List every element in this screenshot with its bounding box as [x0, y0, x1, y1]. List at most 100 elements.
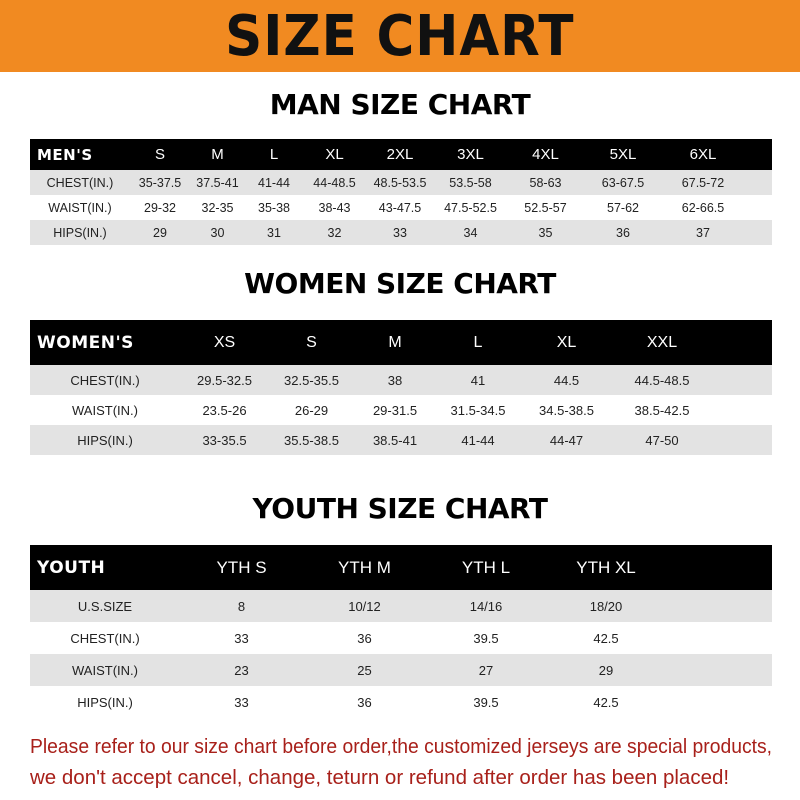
table-cell: 44-47 [520, 425, 613, 455]
row-label: WAIST(IN.) [30, 654, 180, 686]
table-cell: 41 [436, 365, 520, 395]
row-label: YOUTH [30, 545, 180, 590]
table-row: HIPS(IN.) 33-35.5 35.5-38.5 38.5-41 41-44 44-… [30, 425, 772, 455]
table-cell: 35.5-38.5 [269, 425, 354, 455]
table-cell: 23 [180, 654, 303, 686]
notice: Please refer to our size chart before or… [30, 731, 772, 793]
table-cell: 33 [366, 220, 434, 245]
row-label: WOMEN'S [30, 320, 180, 365]
table-cell: 38-43 [303, 195, 366, 220]
table-header-row: WOMEN'S XS S M L XL XXL [30, 320, 772, 365]
table-cell: YTH M [303, 545, 426, 590]
table-cell: 18/20 [546, 590, 666, 622]
table-cell: 35-38 [245, 195, 303, 220]
table-cell: 67.5-72 [662, 170, 744, 195]
table-cell: 32 [303, 220, 366, 245]
table-padding [711, 395, 772, 425]
table-cell: 47-50 [613, 425, 711, 455]
table-padding [711, 320, 772, 365]
row-label: WAIST(IN.) [30, 195, 130, 220]
table-cell: 52.5-57 [507, 195, 584, 220]
table-cell: 39.5 [426, 686, 546, 718]
table-cell: YTH S [180, 545, 303, 590]
women-section-title: WOMEN SIZE CHART [244, 267, 556, 300]
table-padding [744, 220, 772, 245]
table-row: WAIST(IN.) 23 25 27 29 [30, 654, 772, 686]
table-cell: 14/16 [426, 590, 546, 622]
table-cell: 29 [546, 654, 666, 686]
table-row: WAIST(IN.) 29-32 32-35 35-38 38-43 43-47.5 47.… [30, 195, 772, 220]
table-cell: 29-31.5 [354, 395, 436, 425]
row-label: MEN'S [30, 139, 130, 170]
table-cell: 38.5-41 [354, 425, 436, 455]
table-cell: 43-47.5 [366, 195, 434, 220]
notice-line-2-wrap: we don't accept cancel, change, teturn o… [30, 762, 772, 793]
table-cell: 58-63 [507, 170, 584, 195]
table-cell: 30 [190, 220, 245, 245]
table-header-row: YOUTH YTH S YTH M YTH L YTH XL [30, 545, 772, 590]
table-padding [666, 590, 772, 622]
table-cell: L [436, 320, 520, 365]
table-cell: 53.5-58 [434, 170, 507, 195]
table-cell: 8 [180, 590, 303, 622]
table-cell: YTH XL [546, 545, 666, 590]
table-cell: 6XL [662, 139, 744, 170]
table-padding [711, 425, 772, 455]
table-cell: 29.5-32.5 [180, 365, 269, 395]
table-cell: 23.5-26 [180, 395, 269, 425]
notice-line-1-wrap: Please refer to our size chart before or… [30, 731, 772, 762]
table-cell: XL [520, 320, 613, 365]
table-cell: 34 [434, 220, 507, 245]
row-label: CHEST(IN.) [30, 365, 180, 395]
table-cell: 63-67.5 [584, 170, 662, 195]
table-padding [666, 622, 772, 654]
table-cell: 44-48.5 [303, 170, 366, 195]
table-cell: XXL [613, 320, 711, 365]
table-padding [666, 654, 772, 686]
table-row: HIPS(IN.) 33 36 39.5 42.5 [30, 686, 772, 718]
table-cell: 25 [303, 654, 426, 686]
table-cell: 4XL [507, 139, 584, 170]
notice-line-2: we don't accept cancel, change, teturn o… [30, 766, 730, 789]
table-cell: 35-37.5 [130, 170, 190, 195]
banner: SIZE CHART [0, 0, 800, 72]
table-cell: 35 [507, 220, 584, 245]
table-cell: 33 [180, 686, 303, 718]
table-cell: 26-29 [269, 395, 354, 425]
table-padding [666, 545, 772, 590]
table-cell: M [354, 320, 436, 365]
table-cell: S [130, 139, 190, 170]
table-cell: 33 [180, 622, 303, 654]
table-row: CHEST(IN.) 29.5-32.5 32.5-35.5 38 41 44.5 44.5… [30, 365, 772, 395]
men-section-title: MAN SIZE CHART [269, 88, 531, 121]
banner-title: SIZE CHART [225, 3, 575, 69]
table-cell: 44.5 [520, 365, 613, 395]
table-cell: 31.5-34.5 [436, 395, 520, 425]
table-padding [744, 139, 772, 170]
table-cell: 10/12 [303, 590, 426, 622]
table-cell: XS [180, 320, 269, 365]
table-cell: 57-62 [584, 195, 662, 220]
men-size-table: MEN'S S M L XL 2XL 3XL 4XL 5XL 6XL CHEST(IN.) 35-37… [30, 139, 772, 245]
table-cell: 33-35.5 [180, 425, 269, 455]
table-cell: 31 [245, 220, 303, 245]
women-size-table: WOMEN'S XS S M L XL XXL CHEST(IN.) 29.5-32.5 32.5… [30, 320, 772, 455]
table-cell: 37.5-41 [190, 170, 245, 195]
table-row: CHEST(IN.) 33 36 39.5 42.5 [30, 622, 772, 654]
table-cell: 27 [426, 654, 546, 686]
notice-line-1: Please refer to our size chart before or… [30, 735, 772, 758]
table-cell: M [190, 139, 245, 170]
table-cell: 36 [584, 220, 662, 245]
table-cell: 38.5-42.5 [613, 395, 711, 425]
table-cell: 29-32 [130, 195, 190, 220]
table-cell: 3XL [434, 139, 507, 170]
table-cell: 41-44 [436, 425, 520, 455]
table-cell: 42.5 [546, 686, 666, 718]
table-cell: XL [303, 139, 366, 170]
table-cell: 44.5-48.5 [613, 365, 711, 395]
table-cell: 42.5 [546, 622, 666, 654]
table-cell: S [269, 320, 354, 365]
table-cell: 32-35 [190, 195, 245, 220]
table-row: CHEST(IN.) 35-37.5 37.5-41 41-44 44-48.5 48.5… [30, 170, 772, 195]
table-row: HIPS(IN.) 29 30 31 32 33 34 35 36 37 [30, 220, 772, 245]
